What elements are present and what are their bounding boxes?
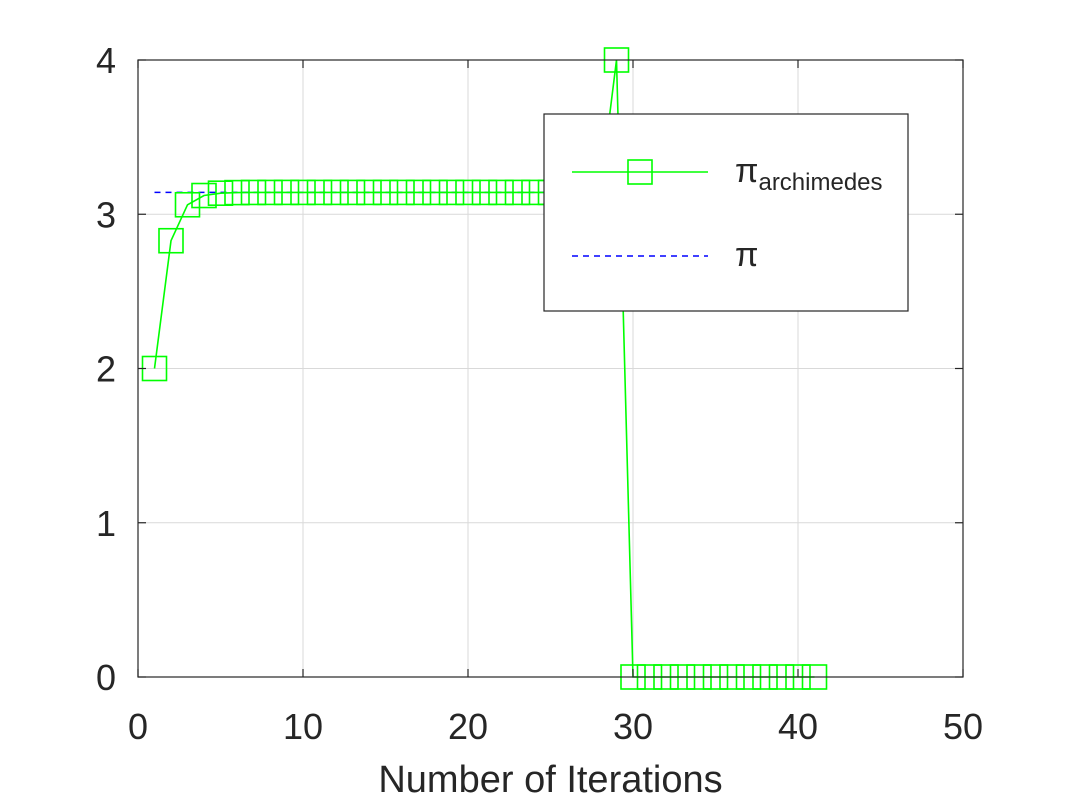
data-point-marker [207,180,234,206]
data-point-marker [504,179,531,206]
data-point-marker [389,179,415,206]
data-point-marker [339,179,366,206]
data-point-marker [191,182,217,209]
legend-entry-label: πarchimedes [735,152,883,196]
x-tick-label: 0 [128,706,148,747]
x-tick-label: 20 [448,706,488,747]
legend: πarchimedes π [543,113,909,312]
x-tick-label: 10 [283,706,323,747]
data-point-marker [438,179,465,206]
legend-box [543,113,909,312]
data-point-marker [356,179,382,206]
data-point-marker [290,179,316,206]
x-tick-label: 30 [613,706,653,747]
y-tick-label: 2 [96,349,116,390]
y-tick-label: 4 [96,40,116,81]
legend-entry-label: π [735,236,758,274]
data-point-marker [158,227,184,254]
data-point-marker [488,179,514,206]
data-point-marker [174,191,201,218]
data-point-marker [422,179,448,206]
data-point-marker [372,179,399,206]
x-tick-label: 40 [778,706,818,747]
y-tick-label: 0 [96,657,116,698]
data-point-marker [224,179,250,206]
legend-swatch-marker [627,159,653,185]
data-point-marker [306,179,333,206]
data-point-marker [257,179,283,206]
y-tick-label: 1 [96,503,116,544]
data-point-marker [240,179,267,206]
data-point-marker [405,179,432,206]
data-point-marker [273,179,300,206]
data-point-marker [455,179,481,206]
data-point-marker [471,179,498,206]
data-point-marker [323,179,349,206]
x-axis-label: Number of Iterations [378,759,722,798]
x-tick-label: 50 [943,706,983,747]
y-tick-label: 3 [96,194,116,235]
ticks: 0 10 20 30 40 50 0 1 2 3 4 [96,40,983,747]
